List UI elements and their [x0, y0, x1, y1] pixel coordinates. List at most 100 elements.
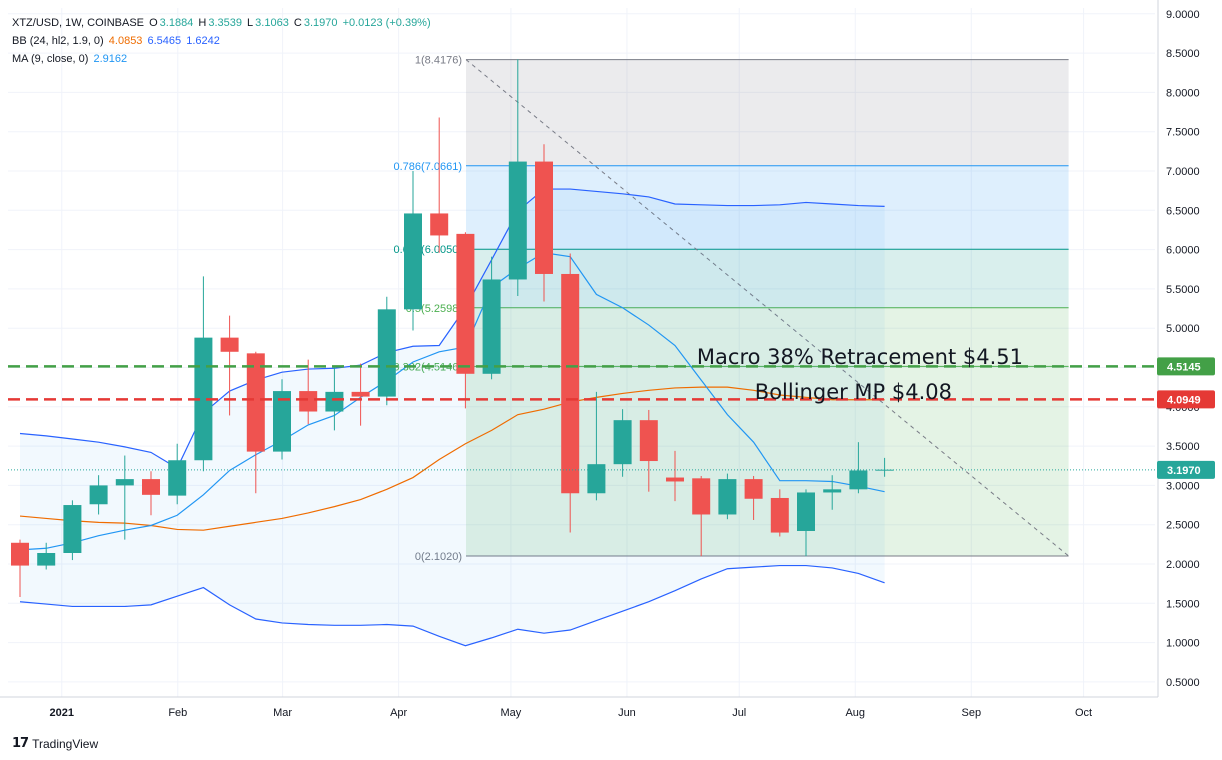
tradingview-brand[interactable]: 17 TradingView [12, 736, 98, 751]
price-tag-bollinger[interactable]: 4.0949 [1157, 390, 1215, 409]
candle [823, 475, 842, 510]
time-axis[interactable]: 2021 Feb Mar Apr May Jun Jul Aug Sep Oct [0, 696, 1158, 719]
price-tick-label: 3.0000 [1166, 480, 1200, 492]
price-tick-label: 6.0000 [1166, 245, 1200, 257]
candle-body [823, 489, 842, 493]
candle-body [535, 161, 553, 274]
price-tick-label: 5.5000 [1166, 284, 1200, 296]
bb-lower-line [19, 564, 885, 647]
candle [692, 475, 711, 557]
price-tick-label: 8.5000 [1166, 48, 1200, 60]
candle [89, 475, 108, 515]
candle-body [11, 542, 29, 566]
fib-zone [466, 59, 1069, 166]
annotation-bollinger-mp: Bollinger MP $4.08 [755, 380, 952, 404]
candle [482, 256, 501, 380]
bb-label: BB (24, hl2, 1.9, 0) [12, 35, 104, 47]
bb-lower-value: 1.6242 [186, 35, 220, 47]
candle-body [482, 279, 501, 374]
low-label: L [247, 17, 254, 29]
price-tick-label: 1.5000 [1166, 598, 1200, 610]
candle [666, 450, 684, 502]
close-label: C [293, 17, 302, 29]
price-tag-label: 4.5145 [1167, 361, 1201, 373]
price-tag-last[interactable]: 3.1970 [1157, 460, 1215, 479]
fib-zone [466, 165, 1069, 250]
bb-band-fill [20, 189, 885, 646]
candle-body [115, 479, 134, 486]
fib-level-label: 0(2.1020) [415, 551, 462, 563]
price-tag-macro[interactable]: 4.5145 [1157, 357, 1215, 376]
candle [770, 489, 789, 537]
candle-body [246, 353, 265, 452]
time-tick-label: Mar [273, 707, 292, 719]
bb-mid-line [19, 386, 885, 531]
candle [849, 442, 868, 494]
fib-level-label: 0.618(6.0050) [394, 244, 463, 256]
time-tick-label: Jul [732, 707, 746, 719]
candle-body [561, 273, 580, 494]
open-value: 3.1884 [159, 17, 194, 29]
fib-level-label: 1(8.4176) [415, 55, 462, 67]
candle-body [377, 309, 396, 397]
tradingview-logo-icon: 17 [12, 736, 29, 751]
candle [115, 455, 134, 540]
price-tag-bg [1157, 460, 1215, 479]
high-value: 3.3539 [208, 17, 242, 29]
ma-label: MA (9, close, 0) [12, 53, 89, 65]
candle-body [639, 420, 658, 462]
candle-body [37, 552, 56, 566]
time-tick-label: 2021 [50, 707, 74, 719]
legend-ma-row[interactable]: MA (9, close, 0) 2.9162 [12, 50, 433, 68]
high-label: H [198, 17, 207, 29]
horizontal-lines[interactable]: Macro 38% Retracement $4.51 Bollinger MP … [8, 345, 1155, 471]
candle-body [273, 391, 291, 452]
price-tag-label: 3.1970 [1167, 465, 1201, 477]
time-tick-label: Oct [1075, 707, 1092, 719]
price-tick-label: 0.5000 [1166, 677, 1200, 689]
candle [246, 351, 265, 494]
price-tag-label: 4.0949 [1167, 394, 1201, 406]
candle-body [613, 420, 632, 465]
candle-body [770, 497, 789, 533]
candle-body [299, 391, 318, 412]
bb-upper-line [19, 188, 885, 469]
price-tick-label: 6.5000 [1166, 205, 1200, 217]
low-value: 3.1063 [255, 17, 289, 29]
candle-body [351, 391, 370, 397]
symbol-label[interactable]: XTZ/USD, 1W, COINBASE [12, 17, 145, 29]
fib-trend-line [465, 59, 1069, 557]
price-tick-label: 3.5000 [1166, 441, 1200, 453]
candle-body [587, 464, 606, 494]
candle [404, 171, 422, 331]
price-tag-bg [1157, 357, 1215, 376]
legend-bb-row[interactable]: BB (24, hl2, 1.9, 0) 4.0853 6.5465 1.624… [12, 32, 433, 50]
candle [535, 144, 553, 302]
price-tick-label: 9.0000 [1166, 9, 1200, 21]
time-tick-label: Feb [168, 707, 187, 719]
price-tag-bg [1157, 390, 1215, 409]
time-tick-label: Jun [618, 707, 636, 719]
candle [744, 475, 763, 520]
time-tick-label: Apr [390, 707, 407, 719]
candle [194, 276, 213, 472]
time-tick-label: Sep [961, 707, 981, 719]
price-tick-label: 7.0000 [1166, 166, 1200, 178]
annotation-macro-retracement: Macro 38% Retracement $4.51 [697, 345, 1023, 369]
time-tick-label: Aug [845, 707, 865, 719]
open-label: O [149, 17, 158, 29]
candle [273, 379, 291, 460]
candle-body [456, 233, 475, 374]
candle-body [220, 337, 239, 352]
price-axis[interactable]: 9.0000 8.5000 8.0000 7.5000 7.0000 6.5000 6.00… [1157, 0, 1215, 697]
brand-name: TradingView [32, 736, 99, 751]
candle [718, 473, 737, 520]
candle-body [718, 479, 737, 515]
candle-body [63, 505, 82, 553]
candle [37, 542, 56, 570]
candle-body [168, 460, 187, 496]
candle-body [89, 485, 108, 505]
candle [11, 539, 29, 598]
